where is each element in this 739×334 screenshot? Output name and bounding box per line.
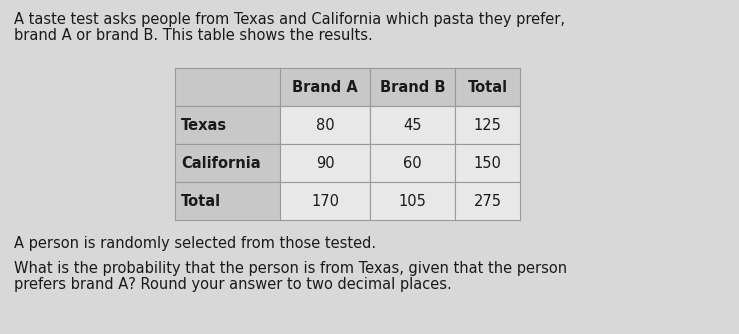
Text: Brand A: Brand A <box>292 79 358 95</box>
Bar <box>175 106 280 144</box>
Text: 150: 150 <box>474 156 502 170</box>
Bar <box>280 106 370 144</box>
Text: 90: 90 <box>316 156 334 170</box>
Text: 60: 60 <box>403 156 422 170</box>
Bar <box>370 144 455 182</box>
Text: Total: Total <box>468 79 508 95</box>
Text: Brand B: Brand B <box>380 79 446 95</box>
Bar <box>370 106 455 144</box>
Text: 80: 80 <box>316 118 334 133</box>
Bar <box>280 182 370 220</box>
Bar <box>455 106 520 144</box>
Text: What is the probability that the person is from Texas, given that the person: What is the probability that the person … <box>14 261 567 276</box>
Bar <box>455 68 520 106</box>
Bar <box>280 144 370 182</box>
Text: A person is randomly selected from those tested.: A person is randomly selected from those… <box>14 236 376 251</box>
Bar <box>175 68 280 106</box>
Bar <box>280 68 370 106</box>
Bar <box>175 144 280 182</box>
Bar <box>175 182 280 220</box>
Text: 275: 275 <box>474 193 502 208</box>
Bar <box>455 182 520 220</box>
Text: prefers brand A? Round your answer to two decimal places.: prefers brand A? Round your answer to tw… <box>14 278 452 293</box>
Text: Total: Total <box>181 193 221 208</box>
Bar <box>455 144 520 182</box>
Text: 125: 125 <box>474 118 502 133</box>
Text: 105: 105 <box>398 193 426 208</box>
Text: California: California <box>181 156 261 170</box>
Text: 45: 45 <box>403 118 422 133</box>
Text: brand A or brand B. This table shows the results.: brand A or brand B. This table shows the… <box>14 28 372 43</box>
Text: 170: 170 <box>311 193 339 208</box>
Bar <box>370 68 455 106</box>
Bar <box>370 182 455 220</box>
Text: Texas: Texas <box>181 118 227 133</box>
Text: A taste test asks people from Texas and California which pasta they prefer,: A taste test asks people from Texas and … <box>14 12 565 27</box>
